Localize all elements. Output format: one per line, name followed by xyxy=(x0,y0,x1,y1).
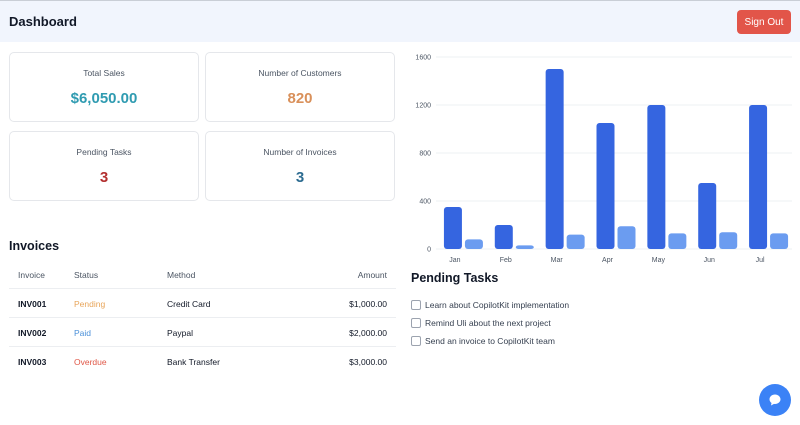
card-value: $6,050.00 xyxy=(70,90,138,107)
invoice-amount: $2,000.00 xyxy=(349,328,387,338)
page-title: Dashboard xyxy=(9,14,77,29)
x-tick-label: Jun xyxy=(704,257,715,264)
chart-bar xyxy=(749,105,768,249)
chart-bar xyxy=(647,105,666,249)
invoice-status: Pending xyxy=(74,299,106,309)
invoice-method: Bank Transfer xyxy=(167,357,220,367)
chart-bar xyxy=(443,207,462,249)
chat-button[interactable] xyxy=(759,384,791,416)
card-total-sales: Total Sales $6,050.00 xyxy=(9,52,199,122)
x-tick-label: Jan xyxy=(449,257,460,264)
card-label: Pending Tasks xyxy=(76,147,132,157)
task-checkbox[interactable] xyxy=(411,336,421,346)
invoice-amount: $3,000.00 xyxy=(349,357,387,367)
y-tick-label: 400 xyxy=(419,199,431,206)
x-tick-label: Apr xyxy=(602,257,614,264)
chart-bar xyxy=(698,183,717,249)
chart-bar xyxy=(668,233,687,249)
table-header-row: Invoice Status Method Amount xyxy=(9,260,396,289)
card-label: Total Sales xyxy=(83,68,125,78)
task-checkbox[interactable] xyxy=(411,318,421,328)
card-number-of-customers: Number of Customers 820 xyxy=(205,52,395,122)
card-number-of-invoices: Number of Invoices 3 xyxy=(205,131,395,201)
chart-bar xyxy=(566,234,585,249)
card-value: 3 xyxy=(295,169,305,186)
chart-bar xyxy=(464,239,483,249)
y-tick-label: 800 xyxy=(419,151,431,158)
task-label: Remind Uli about the next project xyxy=(425,318,551,328)
pending-tasks-title: Pending Tasks xyxy=(411,271,499,285)
table-row[interactable]: INV003 Overdue Bank Transfer $3,000.00 xyxy=(9,347,396,376)
invoice-amount: $1,000.00 xyxy=(349,299,387,309)
x-tick-label: Mar xyxy=(551,257,564,264)
chart-bar xyxy=(494,225,513,249)
task-label: Send an invoice to CopilotKit team xyxy=(425,336,555,346)
sales-bar-chart: 0 400 800 1200 1600 Jan Feb Mar Apr May Jun Jul xyxy=(415,55,792,264)
invoice-method: Paypal xyxy=(167,328,193,338)
task-checkbox[interactable] xyxy=(411,300,421,310)
y-tick-label: 0 xyxy=(427,247,431,254)
invoice-id: INV003 xyxy=(18,357,47,367)
top-header: Dashboard Sign Out xyxy=(0,0,800,42)
x-tick-label: May xyxy=(652,257,666,264)
chart-bar xyxy=(596,123,615,249)
sign-out-button[interactable]: Sign Out xyxy=(737,10,791,34)
task-label: Learn about CopilotKit implementation xyxy=(425,300,570,310)
invoices-title: Invoices xyxy=(9,239,60,253)
invoices-table: Invoice Status Method Amount INV001 Pend… xyxy=(9,260,396,376)
card-value: 3 xyxy=(99,169,109,186)
x-tick-label: Feb xyxy=(500,257,512,264)
column-header-amount: Amount xyxy=(357,270,387,280)
x-tick-label: Jul xyxy=(756,257,765,264)
y-tick-label: 1600 xyxy=(415,55,431,62)
chart-bar xyxy=(515,245,534,249)
invoice-id: INV001 xyxy=(18,299,47,309)
card-pending-tasks: Pending Tasks 3 xyxy=(9,131,199,201)
table-row[interactable]: INV002 Paid Paypal $2,000.00 xyxy=(9,318,396,347)
chart-bar xyxy=(770,233,789,249)
column-header-invoice: Invoice xyxy=(18,270,45,280)
y-tick-label: 1200 xyxy=(415,103,431,110)
invoice-status: Paid xyxy=(74,328,92,338)
table-row[interactable]: INV001 Pending Credit Card $1,000.00 xyxy=(9,289,396,318)
chat-bubble-icon xyxy=(769,394,781,406)
card-label: Number of Invoices xyxy=(263,147,337,157)
invoice-method: Credit Card xyxy=(167,299,211,309)
chart-bar xyxy=(719,232,738,249)
invoice-id: INV002 xyxy=(18,328,47,338)
card-label: Number of Customers xyxy=(258,68,342,78)
column-header-status: Status xyxy=(74,270,99,280)
chart-bar xyxy=(545,69,564,249)
card-value: 820 xyxy=(287,90,313,107)
column-header-method: Method xyxy=(167,270,196,280)
chart-bar xyxy=(617,226,636,249)
invoice-status: Overdue xyxy=(74,357,107,367)
